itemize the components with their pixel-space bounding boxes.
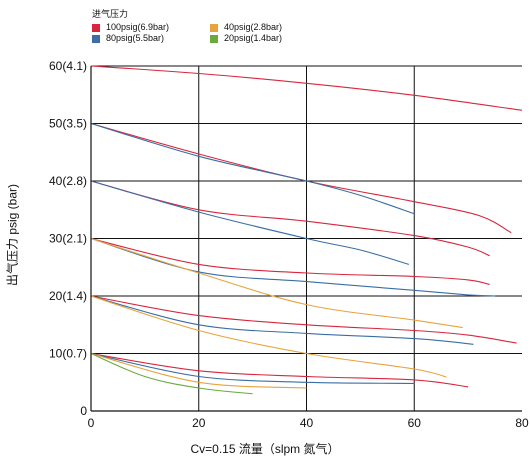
series-line-80psig xyxy=(90,122,415,215)
legend-entries: 100psig(6.9bar) 40psig(2.8bar) 80psig(5.… xyxy=(92,23,310,43)
series-line-80psig xyxy=(90,237,496,297)
x-tick-label: 20 xyxy=(192,416,206,430)
legend-swatch-100psig xyxy=(92,23,100,32)
legend-item-100psig: 100psig(6.9bar) xyxy=(92,23,210,32)
y-tick-label: 50(3.5) xyxy=(49,117,87,131)
legend-item-40psig: 40psig(2.8bar) xyxy=(210,23,310,32)
legend-swatch-40psig xyxy=(210,23,218,32)
legend-label-100psig: 100psig(6.9bar) xyxy=(106,22,170,32)
series-line-20psig xyxy=(90,352,253,395)
legend-swatch-80psig xyxy=(92,34,100,43)
legend-label-20psig: 20psig(1.4bar) xyxy=(224,33,283,43)
series-line-100psig xyxy=(90,295,517,344)
legend-label-80psig: 80psig(5.5bar) xyxy=(106,33,165,43)
y-tick-label: 20(1.4) xyxy=(49,289,87,303)
legend-item-80psig: 80psig(5.5bar) xyxy=(92,34,210,43)
series-line-80psig xyxy=(90,352,415,384)
series-line-100psig xyxy=(90,352,469,388)
axes: 0 10(0.7) 20(1.4) 30(2.1) 40(2.8) 50(3.5) 60(4… xyxy=(49,59,529,430)
legend-title: 进气压力 xyxy=(92,9,129,19)
curves xyxy=(90,65,523,395)
series-line-100psig xyxy=(90,65,523,111)
x-tick-label: 80 xyxy=(515,416,529,430)
series-line-40psig xyxy=(90,295,447,378)
y-tick-label: 60(4.1) xyxy=(49,59,87,73)
y-tick-label: 30(2.1) xyxy=(49,232,87,246)
y-tick-label: 40(2.8) xyxy=(49,174,87,188)
x-axis-label: Cv=0.15 流量（slpm 氮气） xyxy=(190,442,340,456)
x-tick-label: 60 xyxy=(408,416,422,430)
legend: 进气压力 100psig(6.9bar) 40psig(2.8bar) 80ps… xyxy=(92,10,310,43)
y-tick-label: 0 xyxy=(80,404,87,418)
legend-item-20psig: 20psig(1.4bar) xyxy=(210,34,310,43)
y-tick-label: 10(0.7) xyxy=(49,347,87,361)
x-tick-label: 0 xyxy=(88,416,95,430)
series-line-80psig xyxy=(90,180,410,265)
series-line-100psig xyxy=(90,180,490,257)
x-tick-label: 40 xyxy=(300,416,314,430)
legend-label-40psig: 40psig(2.8bar) xyxy=(224,22,283,32)
series-line-100psig xyxy=(90,237,490,286)
legend-swatch-20psig xyxy=(210,34,218,43)
y-axis-label: 出气压力 psig (bar) xyxy=(5,183,20,287)
series-line-40psig xyxy=(90,352,307,389)
series-line-40psig xyxy=(90,237,463,329)
series-line-100psig xyxy=(90,122,512,234)
series-line-80psig xyxy=(90,295,474,345)
